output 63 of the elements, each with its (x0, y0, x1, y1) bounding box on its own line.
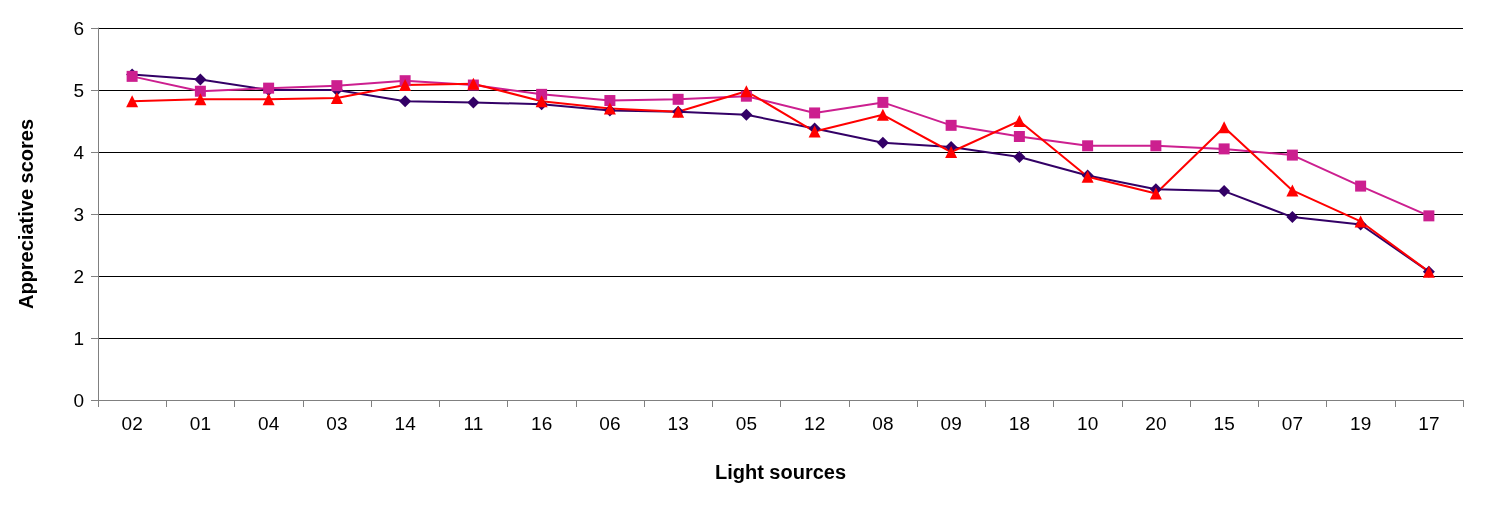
point (1013, 150, 1026, 163)
point (672, 93, 684, 105)
x-tick-label: 17 (1418, 413, 1440, 434)
x-tick-label: 07 (1281, 413, 1303, 434)
x-tick-label: 02 (121, 413, 143, 434)
point (876, 136, 889, 149)
x-tick-label: 15 (1213, 413, 1235, 434)
x-tick-label: 05 (735, 413, 757, 434)
point (740, 85, 753, 98)
point (877, 96, 889, 108)
x-tick-label: 13 (667, 413, 689, 434)
point (330, 92, 343, 105)
point (262, 93, 275, 106)
point (1082, 140, 1094, 152)
point (194, 73, 207, 86)
x-tick-label: 18 (1008, 413, 1030, 434)
x-tick-label: 19 (1350, 413, 1372, 434)
y-tick-label: 5 (73, 79, 84, 101)
point (945, 146, 958, 158)
y-tick-label: 1 (73, 327, 84, 349)
x-tick-label: 20 (1145, 413, 1167, 434)
x-tick-label: 11 (463, 413, 484, 434)
x-tick-label: 06 (599, 413, 621, 434)
point (1218, 121, 1231, 134)
x-tick-label: 14 (394, 413, 417, 434)
x-tick-label: 10 (1077, 413, 1099, 434)
point (1286, 211, 1299, 224)
point (1149, 187, 1162, 200)
point (399, 79, 412, 92)
x-tick-label: 01 (189, 413, 211, 434)
point (604, 95, 616, 107)
y-axis-title: Appreciative scores (15, 118, 37, 310)
x-tick-label: 04 (258, 413, 280, 434)
point (467, 96, 480, 109)
point (1013, 115, 1026, 127)
point (809, 107, 821, 119)
point (1355, 180, 1367, 192)
x-tick-label: 03 (326, 413, 348, 434)
point (1218, 143, 1230, 155)
point (194, 85, 206, 97)
x-tick-label: 16 (531, 413, 553, 434)
point (1150, 140, 1162, 152)
y-tick-label: 6 (73, 17, 84, 39)
y-tick-label: 3 (73, 203, 84, 225)
point (331, 80, 343, 92)
x-tick-label: 08 (872, 413, 894, 434)
point (399, 95, 412, 108)
point (194, 93, 207, 106)
y-tick-label: 2 (73, 265, 84, 287)
x-tick-label: 12 (804, 413, 826, 434)
y-tick-label: 4 (73, 141, 85, 163)
point (740, 108, 753, 121)
point (1286, 149, 1298, 161)
point (1013, 131, 1025, 142)
point (876, 108, 889, 121)
x-axis-title: Light sources (714, 461, 847, 483)
point (1286, 184, 1299, 197)
x-tick-label: 09 (940, 413, 962, 434)
y-tick-label: 0 (73, 389, 84, 411)
point (126, 95, 139, 108)
point (945, 119, 957, 131)
point (1423, 210, 1435, 222)
point (1218, 185, 1231, 198)
